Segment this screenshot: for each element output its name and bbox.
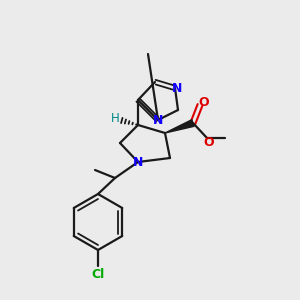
Text: O: O [199, 97, 209, 110]
Text: N: N [133, 155, 143, 169]
Text: N: N [172, 82, 182, 94]
Polygon shape [165, 120, 194, 133]
Text: Cl: Cl [92, 268, 105, 281]
Text: N: N [153, 113, 163, 127]
Text: O: O [204, 136, 214, 149]
Text: H: H [111, 112, 119, 124]
